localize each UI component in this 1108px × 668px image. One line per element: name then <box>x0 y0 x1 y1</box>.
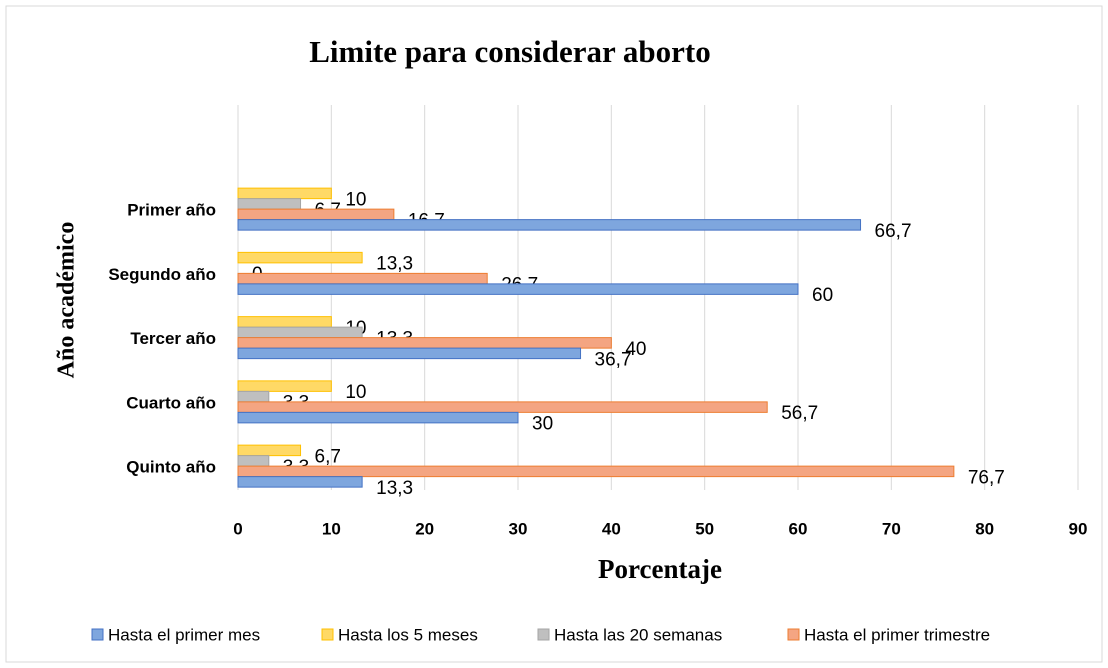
x-tick-label: 10 <box>322 519 341 538</box>
data-label: 30 <box>532 414 553 435</box>
bar <box>237 476 363 488</box>
bar <box>237 465 955 478</box>
x-tick-label: 30 <box>509 519 528 538</box>
legend-swatch <box>787 628 800 641</box>
legend-swatch <box>321 628 334 641</box>
y-tick-label: Quinto año <box>126 458 216 477</box>
bar <box>237 337 612 349</box>
data-label: 10 <box>345 189 366 210</box>
bar <box>237 187 332 200</box>
data-label: 10 <box>345 382 366 403</box>
data-label: 40 <box>625 339 646 360</box>
x-tick-label: 60 <box>789 519 808 538</box>
bar <box>237 198 302 210</box>
data-label: 56,7 <box>781 403 818 424</box>
bar <box>237 272 488 285</box>
bar <box>237 444 302 457</box>
y-tick-label: Tercer año <box>130 329 216 348</box>
x-tick-label: 70 <box>882 519 901 538</box>
x-axis-title: Porcentaje <box>598 554 722 584</box>
legend-label: Hasta los 5 meses <box>338 625 478 644</box>
y-tick-label: Cuarto año <box>126 393 216 412</box>
chart-border <box>5 5 1103 663</box>
bar <box>237 390 270 403</box>
bar <box>237 326 363 339</box>
bar <box>237 251 363 264</box>
y-axis-title: Año académico <box>54 222 80 379</box>
x-tick-label: 40 <box>602 519 621 538</box>
x-tick-label: 0 <box>233 519 242 538</box>
bar <box>237 401 768 413</box>
x-tick-label: 80 <box>975 519 994 538</box>
data-label: 36,7 <box>595 349 632 370</box>
bar <box>237 283 799 295</box>
data-label: 13,3 <box>376 478 413 499</box>
chart-title: Limite para considerar aborto <box>309 34 711 69</box>
legend-label: Hasta las 20 semanas <box>554 625 722 644</box>
x-tick-label: 50 <box>695 519 714 538</box>
bar <box>237 380 332 392</box>
y-tick-label: Primer año <box>127 201 216 220</box>
x-tick-label: 20 <box>415 519 434 538</box>
data-label: 60 <box>812 285 833 306</box>
legend-label: Hasta el primer trimestre <box>804 625 990 644</box>
data-label: 13,3 <box>376 254 413 275</box>
legend-swatch <box>91 628 104 641</box>
x-tick-label: 90 <box>1069 519 1088 538</box>
legend-label: Hasta el primer mes <box>108 625 260 644</box>
bar <box>237 347 582 360</box>
bar <box>237 455 270 467</box>
bar <box>237 411 519 424</box>
legend-swatch <box>537 628 550 641</box>
data-label: 6,7 <box>315 446 341 467</box>
bar <box>237 316 332 328</box>
data-label: 66,7 <box>875 221 912 242</box>
data-label: 76,7 <box>968 467 1005 488</box>
bar <box>237 208 395 221</box>
y-tick-label: Segundo año <box>108 265 216 284</box>
bar <box>237 219 862 231</box>
